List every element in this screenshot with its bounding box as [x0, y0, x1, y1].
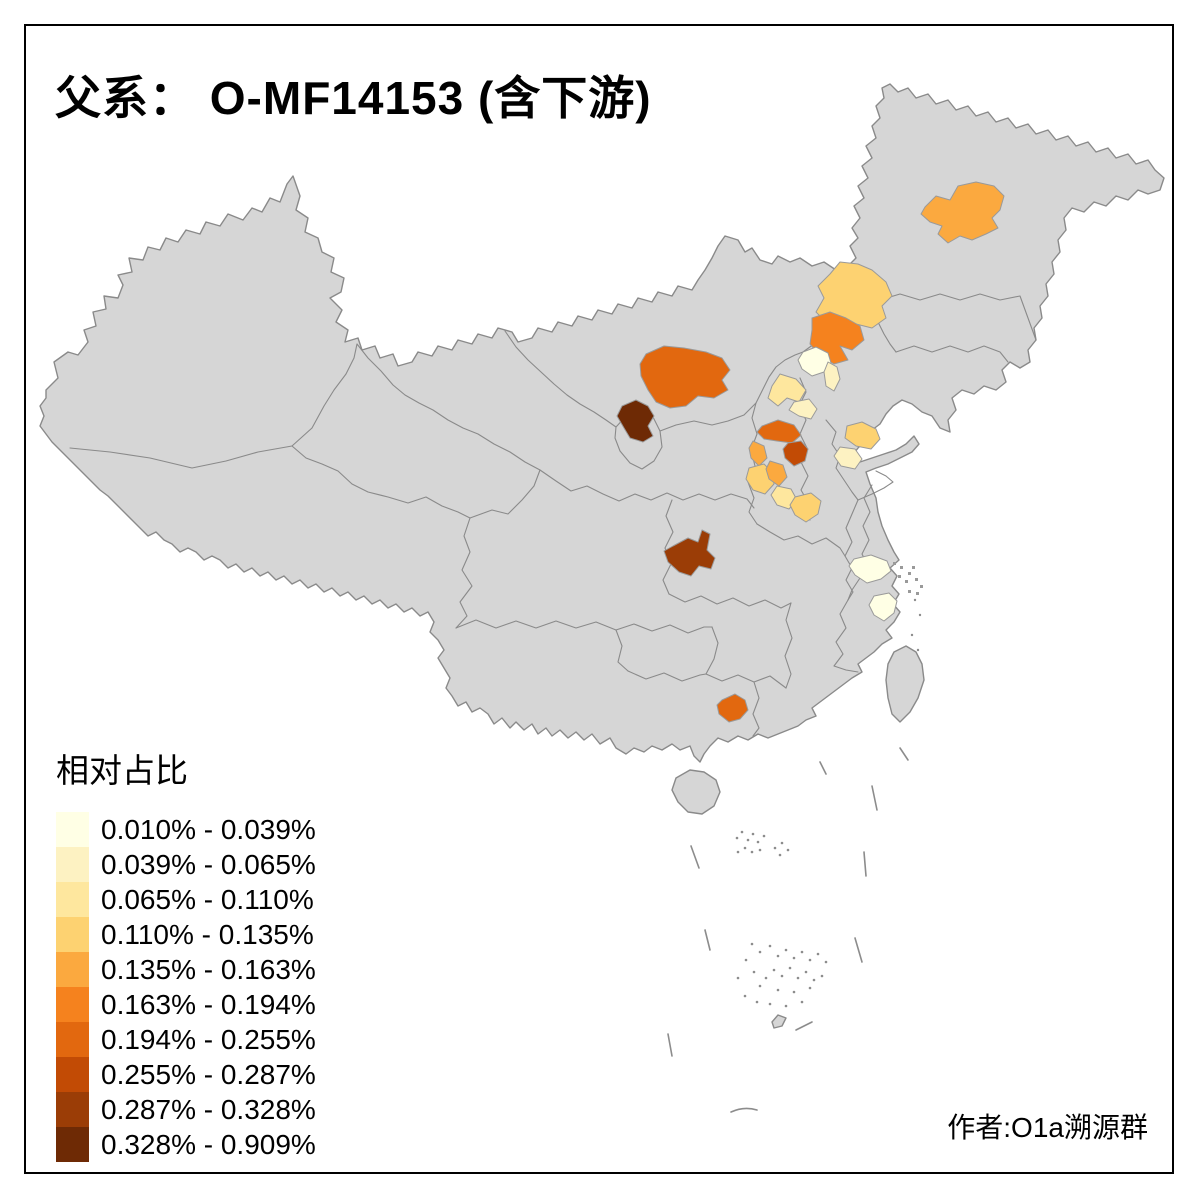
legend: 相对占比 0.010% - 0.039% 0.039% - 0.065% 0.0…: [56, 744, 316, 1162]
legend-swatch: [56, 1127, 89, 1162]
region-north-henan: [770, 485, 798, 510]
page-title: 父系： O-MF14153 (含下游): [55, 72, 652, 124]
legend-label: 0.163% - 0.194%: [101, 988, 316, 1020]
legend-item: 0.110% - 0.135%: [56, 917, 316, 952]
legend-item: 0.039% - 0.065%: [56, 847, 316, 882]
region-baoding-hebei: [767, 373, 807, 407]
region-xingtai-area: [782, 440, 809, 467]
legend-item: 0.194% - 0.255%: [56, 1022, 316, 1057]
legend-item: 0.065% - 0.110%: [56, 882, 316, 917]
legend-item: 0.163% - 0.194%: [56, 987, 316, 1022]
legend-swatch: [56, 1092, 89, 1127]
legend-title: 相对占比: [56, 752, 188, 789]
legend-item: 0.135% - 0.163%: [56, 952, 316, 987]
legend-swatch: [56, 987, 89, 1022]
region-yichang-hubei: [663, 529, 716, 577]
legend-swatch: [56, 882, 89, 917]
legend-label: 0.039% - 0.065%: [101, 848, 316, 880]
small-island: [771, 1014, 787, 1029]
region-zhengzhou-henan: [789, 492, 822, 523]
region-taizhou-zhejiang: [868, 592, 898, 622]
coastal-speckles: [893, 562, 923, 595]
legend-swatch: [56, 1057, 89, 1092]
legend-item: 0.287% - 0.328%: [56, 1092, 316, 1127]
mainland-china: [39, 83, 1165, 763]
legend-label: 0.110% - 0.135%: [101, 918, 314, 950]
legend-label: 0.328% - 0.909%: [101, 1128, 316, 1160]
legend-item: 0.255% - 0.287%: [56, 1057, 316, 1092]
region-wuzhou-guangxi: [716, 693, 749, 723]
province-borders: [69, 285, 1037, 737]
legend-label: 0.065% - 0.110%: [101, 883, 314, 915]
region-west-shandong: [844, 421, 881, 450]
region-wuzhong-ningxia: [616, 399, 655, 443]
legend-item: 0.328% - 0.909%: [56, 1127, 316, 1162]
hainan-island: [671, 769, 721, 815]
legend-swatch: [56, 812, 89, 847]
legend-label: 0.010% - 0.039%: [101, 813, 316, 845]
region-tianjin-area: [823, 361, 841, 392]
region-xilingol-inner-mongolia: [815, 261, 893, 331]
legend-swatch: [56, 917, 89, 952]
legend-swatch: [56, 1022, 89, 1057]
sea-islets: [735, 598, 922, 1008]
region-central-hebei: [788, 398, 818, 420]
legend-label: 0.194% - 0.255%: [101, 1023, 316, 1055]
legend-swatch: [56, 847, 89, 882]
region-harbin-heilongjiang: [920, 181, 1005, 244]
sea-boundary-dashes: [667, 747, 909, 1113]
legend-swatch: [56, 952, 89, 987]
legend-label: 0.287% - 0.328%: [101, 1093, 316, 1125]
taiwan-island: [885, 645, 925, 723]
highlighted-regions: [616, 181, 1005, 723]
region-hangzhou-zhejiang: [848, 554, 892, 584]
author-credit: 作者:O1a溯源群: [947, 1112, 1148, 1143]
legend-label: 0.255% - 0.287%: [101, 1058, 316, 1090]
region-ordos-inner-mongolia: [639, 345, 731, 409]
legend-item: 0.010% - 0.039%: [56, 812, 316, 847]
region-southwest-shandong: [833, 446, 863, 470]
legend-label: 0.135% - 0.163%: [101, 953, 316, 985]
